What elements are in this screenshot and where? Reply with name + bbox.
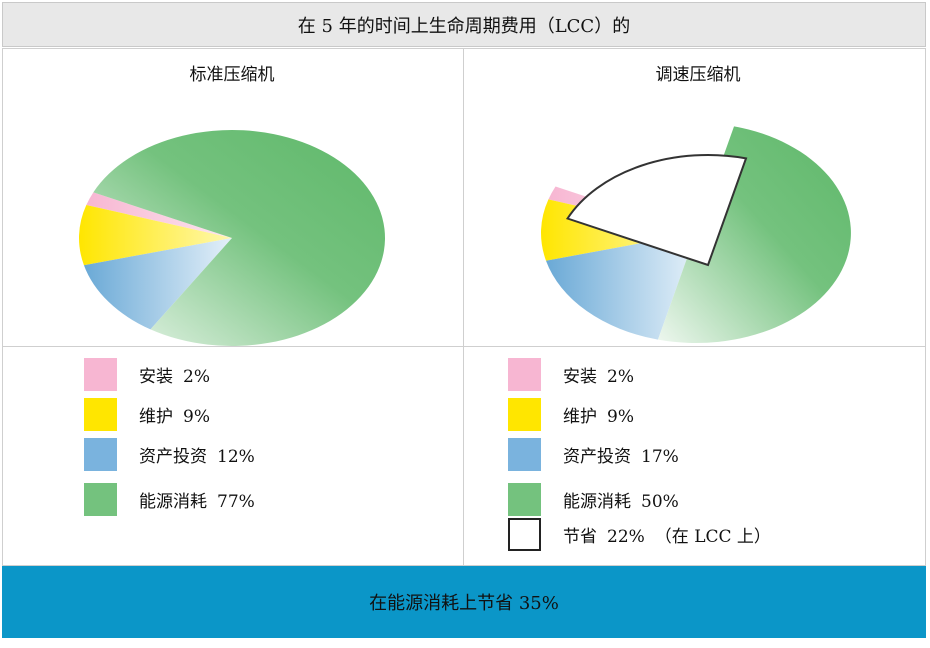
slice-install	[86, 192, 232, 238]
legend-swatch	[508, 518, 541, 551]
slice-maintenance	[79, 204, 232, 266]
chart-title-vsd: 调速压缩机	[655, 65, 741, 85]
legend-label-text: 节省	[563, 527, 597, 547]
legend-label: 能源消耗 77%	[139, 487, 255, 512]
savings-banner: 在能源消耗上节省 35%	[2, 566, 926, 638]
slice-capital-investment	[546, 233, 696, 340]
legend-label: 能源消耗 50%	[563, 487, 679, 512]
legend-value: 9%	[183, 407, 210, 427]
slice-energy	[657, 126, 851, 343]
legend-item: 维护 9%	[84, 398, 210, 431]
legend-item: 能源消耗 77%	[84, 483, 255, 516]
legend-label: 安装 2%	[139, 362, 210, 387]
slice-capital-investment	[83, 238, 233, 330]
legend-value: 2%	[607, 367, 634, 387]
legend-label: 维护 9%	[139, 402, 210, 427]
legend-swatch	[508, 483, 541, 516]
pie-standard	[79, 130, 386, 346]
legend-label-text: 资产投资	[139, 447, 207, 467]
legend-label-text: 安装	[563, 367, 597, 387]
legend-label-text: 维护	[563, 407, 597, 427]
legend-value: 77%	[217, 492, 255, 512]
legend-label-text: 安装	[139, 367, 173, 387]
legend-label-text: 能源消耗	[139, 492, 207, 512]
chart-grid: 标准压缩机 调速压缩机	[2, 48, 926, 566]
legend-value: 50%	[641, 492, 679, 512]
legend-swatch	[84, 483, 117, 516]
legend-item: 资产投资 12%	[84, 438, 255, 471]
legend-label-text: 能源消耗	[563, 492, 631, 512]
legend-item: 节省 22% （在 LCC 上）	[508, 518, 771, 551]
legend-label-text: 资产投资	[563, 447, 631, 467]
legend-item: 安装 2%	[508, 358, 634, 391]
legend-swatch	[508, 358, 541, 391]
legend-note: （在 LCC 上）	[654, 527, 771, 547]
figure-title: 在 5 年的时间上生命周期费用（LCC）的	[2, 2, 926, 47]
legend-value: 9%	[607, 407, 634, 427]
chart-title-standard: 标准压缩机	[189, 65, 275, 85]
legend-label: 维护 9%	[563, 402, 634, 427]
pie-vsd	[541, 126, 851, 343]
legend-value: 12%	[217, 447, 255, 467]
legend-swatch	[508, 438, 541, 471]
legend-item: 维护 9%	[508, 398, 634, 431]
slice-energy	[93, 130, 386, 346]
legend-value: 2%	[183, 367, 210, 387]
legend-value: 17%	[641, 447, 679, 467]
legend-swatch	[84, 398, 117, 431]
grid-border	[2, 48, 926, 566]
legend-item: 能源消耗 50%	[508, 483, 679, 516]
legend-item: 安装 2%	[84, 358, 210, 391]
grid-divider-horizontal	[2, 346, 926, 347]
legend-swatch	[508, 398, 541, 431]
grid-divider-vertical	[463, 48, 464, 566]
legend-label: 安装 2%	[563, 362, 634, 387]
legend-value: 22%	[607, 527, 645, 547]
legend-swatch	[84, 358, 117, 391]
legend-label: 资产投资 12%	[139, 442, 255, 467]
legend-label: 节省 22% （在 LCC 上）	[563, 522, 771, 547]
slice-savings	[565, 154, 748, 267]
legend-label-text: 维护	[139, 407, 173, 427]
legend-swatch	[84, 438, 117, 471]
pie-charts	[79, 126, 851, 346]
legend-label: 资产投资 17%	[563, 442, 679, 467]
legend-item: 资产投资 17%	[508, 438, 679, 471]
